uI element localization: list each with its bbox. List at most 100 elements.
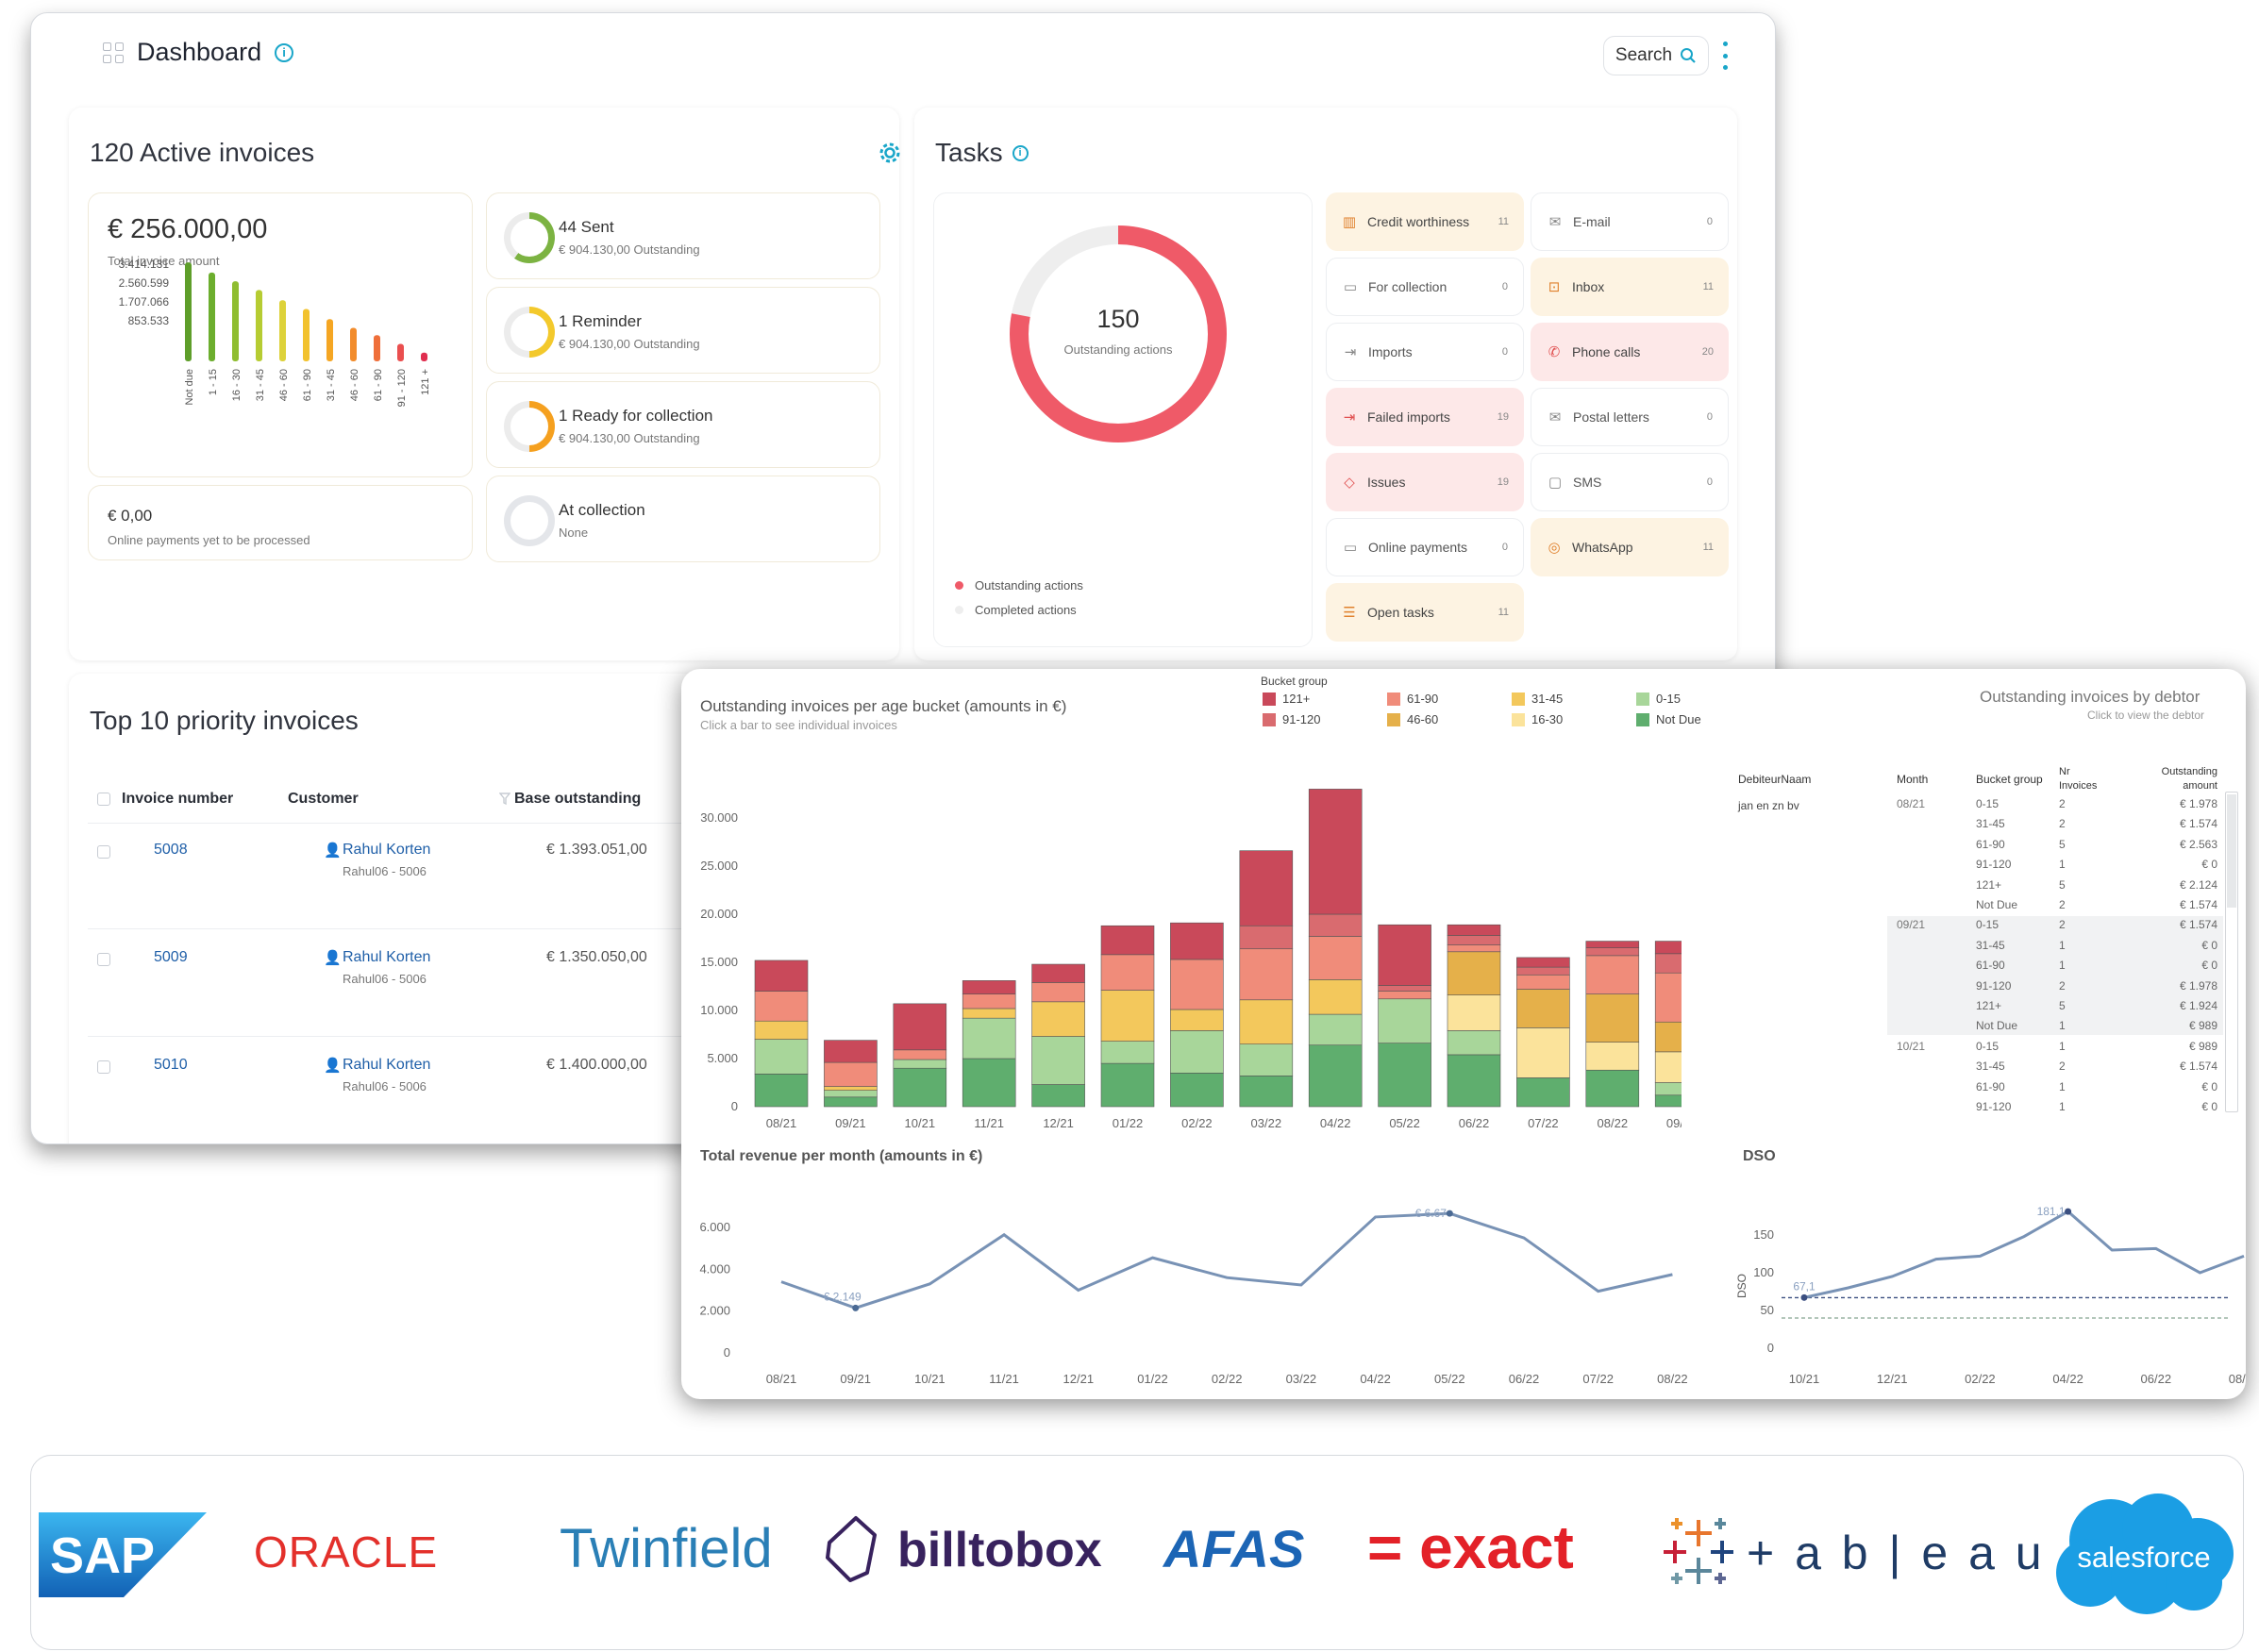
aging-bar-segment[interactable] — [1308, 913, 1363, 937]
task-tile[interactable]: ⇥ Failed imports 19 — [1326, 388, 1524, 446]
aging-bar-segment[interactable] — [1585, 1042, 1640, 1071]
aging-bar-segment[interactable] — [893, 1003, 947, 1051]
aging-bar-segment[interactable] — [1100, 1062, 1155, 1108]
debtor-row-bucket[interactable]: 91-120 — [1976, 978, 2012, 993]
aging-bar-segment[interactable] — [893, 1049, 947, 1060]
debtor-col-bucket[interactable]: Bucket group — [1976, 773, 2043, 786]
aging-bar-segment[interactable] — [1239, 948, 1294, 1001]
aging-bar-segment[interactable] — [1516, 966, 1570, 976]
aging-bar-segment[interactable] — [962, 1017, 1016, 1060]
debtor-name[interactable]: jan en zn bv — [1738, 799, 1799, 812]
debtor-row-bucket[interactable]: 31-45 — [1976, 817, 2005, 831]
task-tile[interactable]: ⊡ Inbox 11 — [1531, 258, 1729, 316]
aging-bar-segment[interactable] — [1239, 850, 1294, 926]
debtor-row-bucket[interactable]: 91-120 — [1976, 858, 2012, 872]
row-checkbox[interactable] — [97, 1060, 110, 1074]
aging-bar-segment[interactable] — [1308, 1044, 1363, 1108]
aging-bar-segment[interactable] — [962, 1058, 1016, 1108]
aging-bar-chart[interactable]: 0 5.000 10.000 15.000 20.000 25.000 30.000 08/2… — [681, 726, 1682, 1178]
debtor-row-bucket[interactable]: Not Due — [1976, 898, 2018, 911]
aging-bar-segment[interactable] — [1516, 1077, 1570, 1108]
debtor-row-bucket[interactable]: Not Due — [1976, 1019, 2018, 1033]
age-bucket-mini-chart[interactable]: Not due 1 - 15 16 - 30 31 - 45 46 - 60 61 - 9… — [89, 193, 474, 478]
status-card[interactable]: 1 Ready for collection € 904.130,00 Outst… — [486, 381, 880, 468]
aging-bar-segment[interactable] — [1170, 1072, 1224, 1108]
legend-entry[interactable]: 46-60 — [1387, 712, 1438, 726]
debtor-row-bucket[interactable]: 31-45 — [1976, 938, 2005, 952]
mini-bucket-bar[interactable] — [185, 262, 192, 361]
debtor-row-bucket[interactable]: 0-15 — [1976, 797, 2000, 810]
aging-bar-segment[interactable] — [1654, 1082, 1682, 1096]
settings-gear-icon[interactable] — [877, 140, 903, 166]
aging-bar-segment[interactable] — [1100, 1041, 1155, 1064]
mini-bucket-bar[interactable] — [326, 319, 333, 361]
aging-bar-segment[interactable] — [1447, 1054, 1501, 1108]
legend-entry[interactable]: 16-30 — [1512, 712, 1563, 726]
aging-bar-segment[interactable] — [1447, 924, 1501, 936]
debtor-table-scrollbar[interactable] — [2225, 792, 2238, 1112]
aging-bar-segment[interactable] — [1170, 1030, 1224, 1074]
search-button[interactable]: Search — [1603, 36, 1709, 75]
column-customer[interactable]: Customer — [288, 791, 359, 807]
debtor-col-amount[interactable]: Outstanding amount — [2161, 766, 2217, 792]
task-tile[interactable]: ⇥ Imports 0 — [1326, 323, 1524, 381]
aging-bar-segment[interactable] — [1447, 994, 1501, 1031]
debtor-row-bucket[interactable]: 61-90 — [1976, 837, 2005, 851]
aging-bar-segment[interactable] — [1447, 935, 1501, 945]
task-tile[interactable]: ✉ E-mail 0 — [1531, 192, 1729, 251]
dso-line-chart[interactable]: 0 50 100 150 DSO 10/21 12/21 02/22 04/22 06/22 08/… — [1729, 1169, 2246, 1395]
mini-bucket-bar[interactable] — [350, 327, 357, 361]
aging-bar-segment[interactable] — [1585, 941, 1640, 948]
mini-bucket-bar[interactable] — [232, 281, 239, 361]
row-checkbox[interactable] — [97, 845, 110, 859]
aging-bar-segment[interactable] — [1239, 1043, 1294, 1076]
aging-bar-segment[interactable] — [1654, 941, 1682, 955]
revenue-line[interactable] — [780, 1211, 1673, 1310]
task-tile[interactable]: ◇ Issues 19 — [1326, 453, 1524, 511]
aging-bar-segment[interactable] — [824, 1086, 878, 1091]
aging-bar-segment[interactable] — [824, 1090, 878, 1098]
revenue-max-point[interactable] — [1446, 1210, 1453, 1217]
more-menu-icon[interactable] — [1720, 42, 1730, 70]
aging-bar-segment[interactable] — [1654, 953, 1682, 974]
debtor-col-nr[interactable]: Nr Invoices — [2059, 766, 2098, 792]
aging-bar-segment[interactable] — [1100, 954, 1155, 991]
aging-bar-segment[interactable] — [1447, 951, 1501, 995]
aging-bar-segment[interactable] — [1100, 990, 1155, 1042]
task-tile[interactable]: ▭ Online payments 0 — [1326, 518, 1524, 576]
debtor-col-name[interactable]: DebiteurNaam — [1738, 773, 1812, 786]
legend-entry[interactable]: 91-120 — [1263, 712, 1320, 726]
aging-bar-segment[interactable] — [824, 1061, 878, 1087]
mini-bucket-bar[interactable] — [303, 309, 310, 361]
aging-bar-segment[interactable] — [1654, 1051, 1682, 1083]
debtor-row-bucket[interactable]: 121+ — [1976, 877, 2002, 892]
aging-bar-segment[interactable] — [824, 1096, 878, 1108]
total-amount-card[interactable]: € 256.000,00 Total invoice amount 3.414.… — [88, 192, 473, 477]
aging-bar-segment[interactable] — [1378, 991, 1431, 1000]
aging-bar-segment[interactable] — [1516, 1027, 1570, 1078]
online-payments-card[interactable]: € 0,00 Online payments yet to be process… — [88, 485, 473, 560]
aging-bar-segment[interactable] — [1308, 1013, 1363, 1046]
aging-bar-segment[interactable] — [1308, 936, 1363, 980]
aging-bar-segment[interactable] — [1447, 1030, 1501, 1056]
aging-bar-segment[interactable] — [1031, 963, 1085, 983]
aging-bar-segment[interactable] — [962, 993, 1016, 1010]
mini-bucket-bar[interactable] — [256, 290, 262, 361]
aging-bar-segment[interactable] — [1170, 1009, 1224, 1031]
aging-bar-segment[interactable] — [893, 1067, 947, 1108]
aging-bar-segment[interactable] — [754, 1039, 809, 1075]
aging-bar-segment[interactable] — [1308, 789, 1363, 915]
aging-bar-segment[interactable] — [1516, 957, 1570, 968]
debtor-row-bucket[interactable]: 61-90 — [1976, 1079, 2005, 1093]
debtor-row-bucket[interactable]: 31-45 — [1976, 1060, 2005, 1074]
aging-bar-segment[interactable] — [1654, 1094, 1682, 1108]
aging-bar-segment[interactable] — [1585, 1069, 1640, 1108]
mini-bucket-bar[interactable] — [421, 352, 427, 361]
dso-peak-point[interactable] — [2065, 1208, 2072, 1215]
aging-bar-segment[interactable] — [1239, 1076, 1294, 1108]
debtor-row-bucket[interactable]: 121+ — [1976, 999, 2002, 1012]
aging-bar-segment[interactable] — [1585, 955, 1640, 994]
task-tile[interactable]: ✉ Postal letters 0 — [1531, 388, 1729, 446]
aging-bar-segment[interactable] — [1378, 924, 1431, 986]
customer-link[interactable]: Rahul Korten — [343, 1057, 431, 1073]
